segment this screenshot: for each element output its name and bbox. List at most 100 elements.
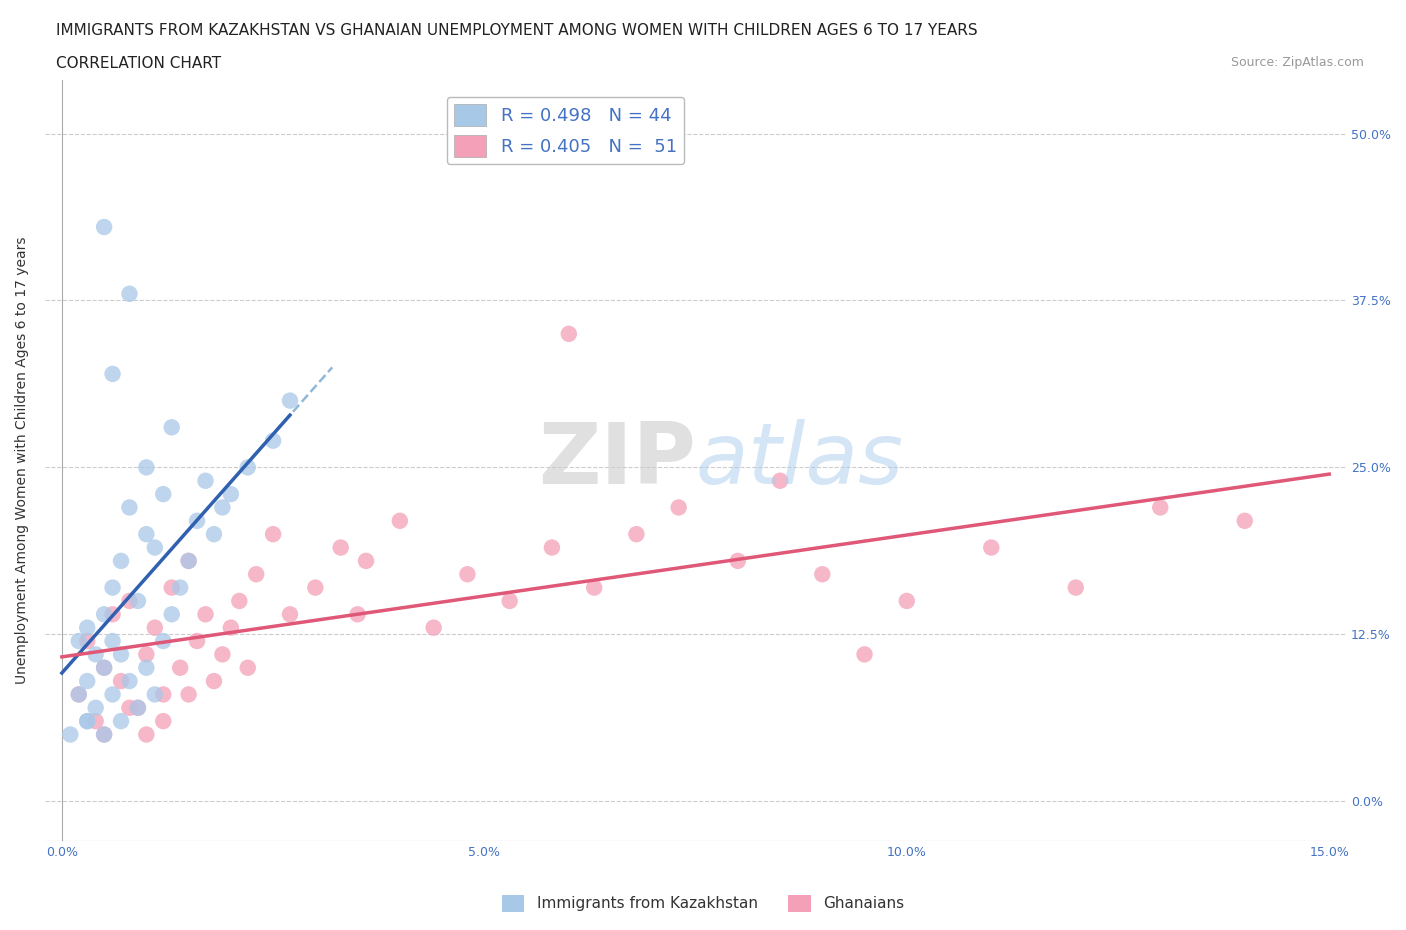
- Point: [727, 553, 749, 568]
- Point: [143, 620, 166, 635]
- Point: [354, 553, 377, 568]
- Point: [278, 607, 301, 622]
- Point: [76, 620, 98, 635]
- Point: [93, 660, 115, 675]
- Point: [186, 633, 208, 648]
- Text: IMMIGRANTS FROM KAZAKHSTAN VS GHANAIAN UNEMPLOYMENT AMONG WOMEN WITH CHILDREN AG: IMMIGRANTS FROM KAZAKHSTAN VS GHANAIAN U…: [56, 23, 977, 38]
- Point: [110, 553, 132, 568]
- Point: [583, 580, 606, 595]
- Point: [245, 566, 267, 581]
- Point: [853, 647, 876, 662]
- Point: [329, 540, 352, 555]
- Point: [127, 593, 149, 608]
- Point: [110, 673, 132, 688]
- Point: [346, 607, 368, 622]
- Point: [152, 713, 174, 728]
- Point: [135, 460, 157, 475]
- Point: [76, 713, 98, 728]
- Y-axis label: Unemployment Among Women with Children Ages 6 to 17 years: Unemployment Among Women with Children A…: [15, 237, 30, 684]
- Point: [558, 326, 581, 341]
- Point: [135, 526, 157, 541]
- Point: [76, 673, 98, 688]
- Point: [769, 473, 792, 488]
- Text: ZIP: ZIP: [538, 419, 696, 502]
- Point: [93, 727, 115, 742]
- Point: [262, 526, 284, 541]
- Point: [118, 673, 141, 688]
- Point: [668, 500, 690, 515]
- Point: [236, 460, 259, 475]
- Point: [388, 513, 411, 528]
- Point: [541, 540, 564, 555]
- Point: [101, 633, 124, 648]
- Point: [101, 366, 124, 381]
- Point: [59, 727, 82, 742]
- Point: [177, 687, 200, 702]
- Point: [118, 500, 141, 515]
- Point: [101, 580, 124, 595]
- Point: [152, 687, 174, 702]
- Point: [177, 553, 200, 568]
- Point: [93, 660, 115, 675]
- Text: atlas: atlas: [696, 419, 904, 502]
- Point: [67, 687, 90, 702]
- Point: [118, 593, 141, 608]
- Point: [135, 647, 157, 662]
- Point: [1233, 513, 1256, 528]
- Point: [160, 607, 183, 622]
- Point: [101, 687, 124, 702]
- Point: [194, 607, 217, 622]
- Point: [67, 687, 90, 702]
- Point: [152, 486, 174, 501]
- Point: [1149, 500, 1171, 515]
- Point: [422, 620, 444, 635]
- Point: [110, 713, 132, 728]
- Point: [211, 500, 233, 515]
- Point: [93, 727, 115, 742]
- Point: [219, 486, 242, 501]
- Point: [127, 700, 149, 715]
- Point: [811, 566, 834, 581]
- Point: [67, 633, 90, 648]
- Point: [219, 620, 242, 635]
- Point: [118, 286, 141, 301]
- Point: [93, 219, 115, 234]
- Point: [202, 526, 225, 541]
- Point: [1064, 580, 1087, 595]
- Text: Source: ZipAtlas.com: Source: ZipAtlas.com: [1230, 56, 1364, 69]
- Point: [278, 393, 301, 408]
- Point: [194, 473, 217, 488]
- Point: [93, 607, 115, 622]
- Point: [143, 540, 166, 555]
- Point: [169, 660, 191, 675]
- Point: [135, 660, 157, 675]
- Point: [76, 633, 98, 648]
- Point: [160, 419, 183, 434]
- Point: [896, 593, 918, 608]
- Point: [980, 540, 1002, 555]
- Point: [101, 607, 124, 622]
- Point: [152, 633, 174, 648]
- Point: [143, 687, 166, 702]
- Point: [110, 647, 132, 662]
- Legend: R = 0.498   N = 44, R = 0.405   N =  51: R = 0.498 N = 44, R = 0.405 N = 51: [447, 97, 685, 165]
- Point: [626, 526, 648, 541]
- Point: [84, 713, 107, 728]
- Point: [228, 593, 250, 608]
- Point: [498, 593, 520, 608]
- Point: [262, 433, 284, 448]
- Legend: Immigrants from Kazakhstan, Ghanaians: Immigrants from Kazakhstan, Ghanaians: [495, 889, 911, 918]
- Point: [456, 566, 478, 581]
- Point: [186, 513, 208, 528]
- Point: [236, 660, 259, 675]
- Point: [135, 727, 157, 742]
- Point: [84, 647, 107, 662]
- Point: [177, 553, 200, 568]
- Point: [118, 700, 141, 715]
- Point: [202, 673, 225, 688]
- Point: [160, 580, 183, 595]
- Point: [211, 647, 233, 662]
- Point: [127, 700, 149, 715]
- Point: [169, 580, 191, 595]
- Point: [84, 700, 107, 715]
